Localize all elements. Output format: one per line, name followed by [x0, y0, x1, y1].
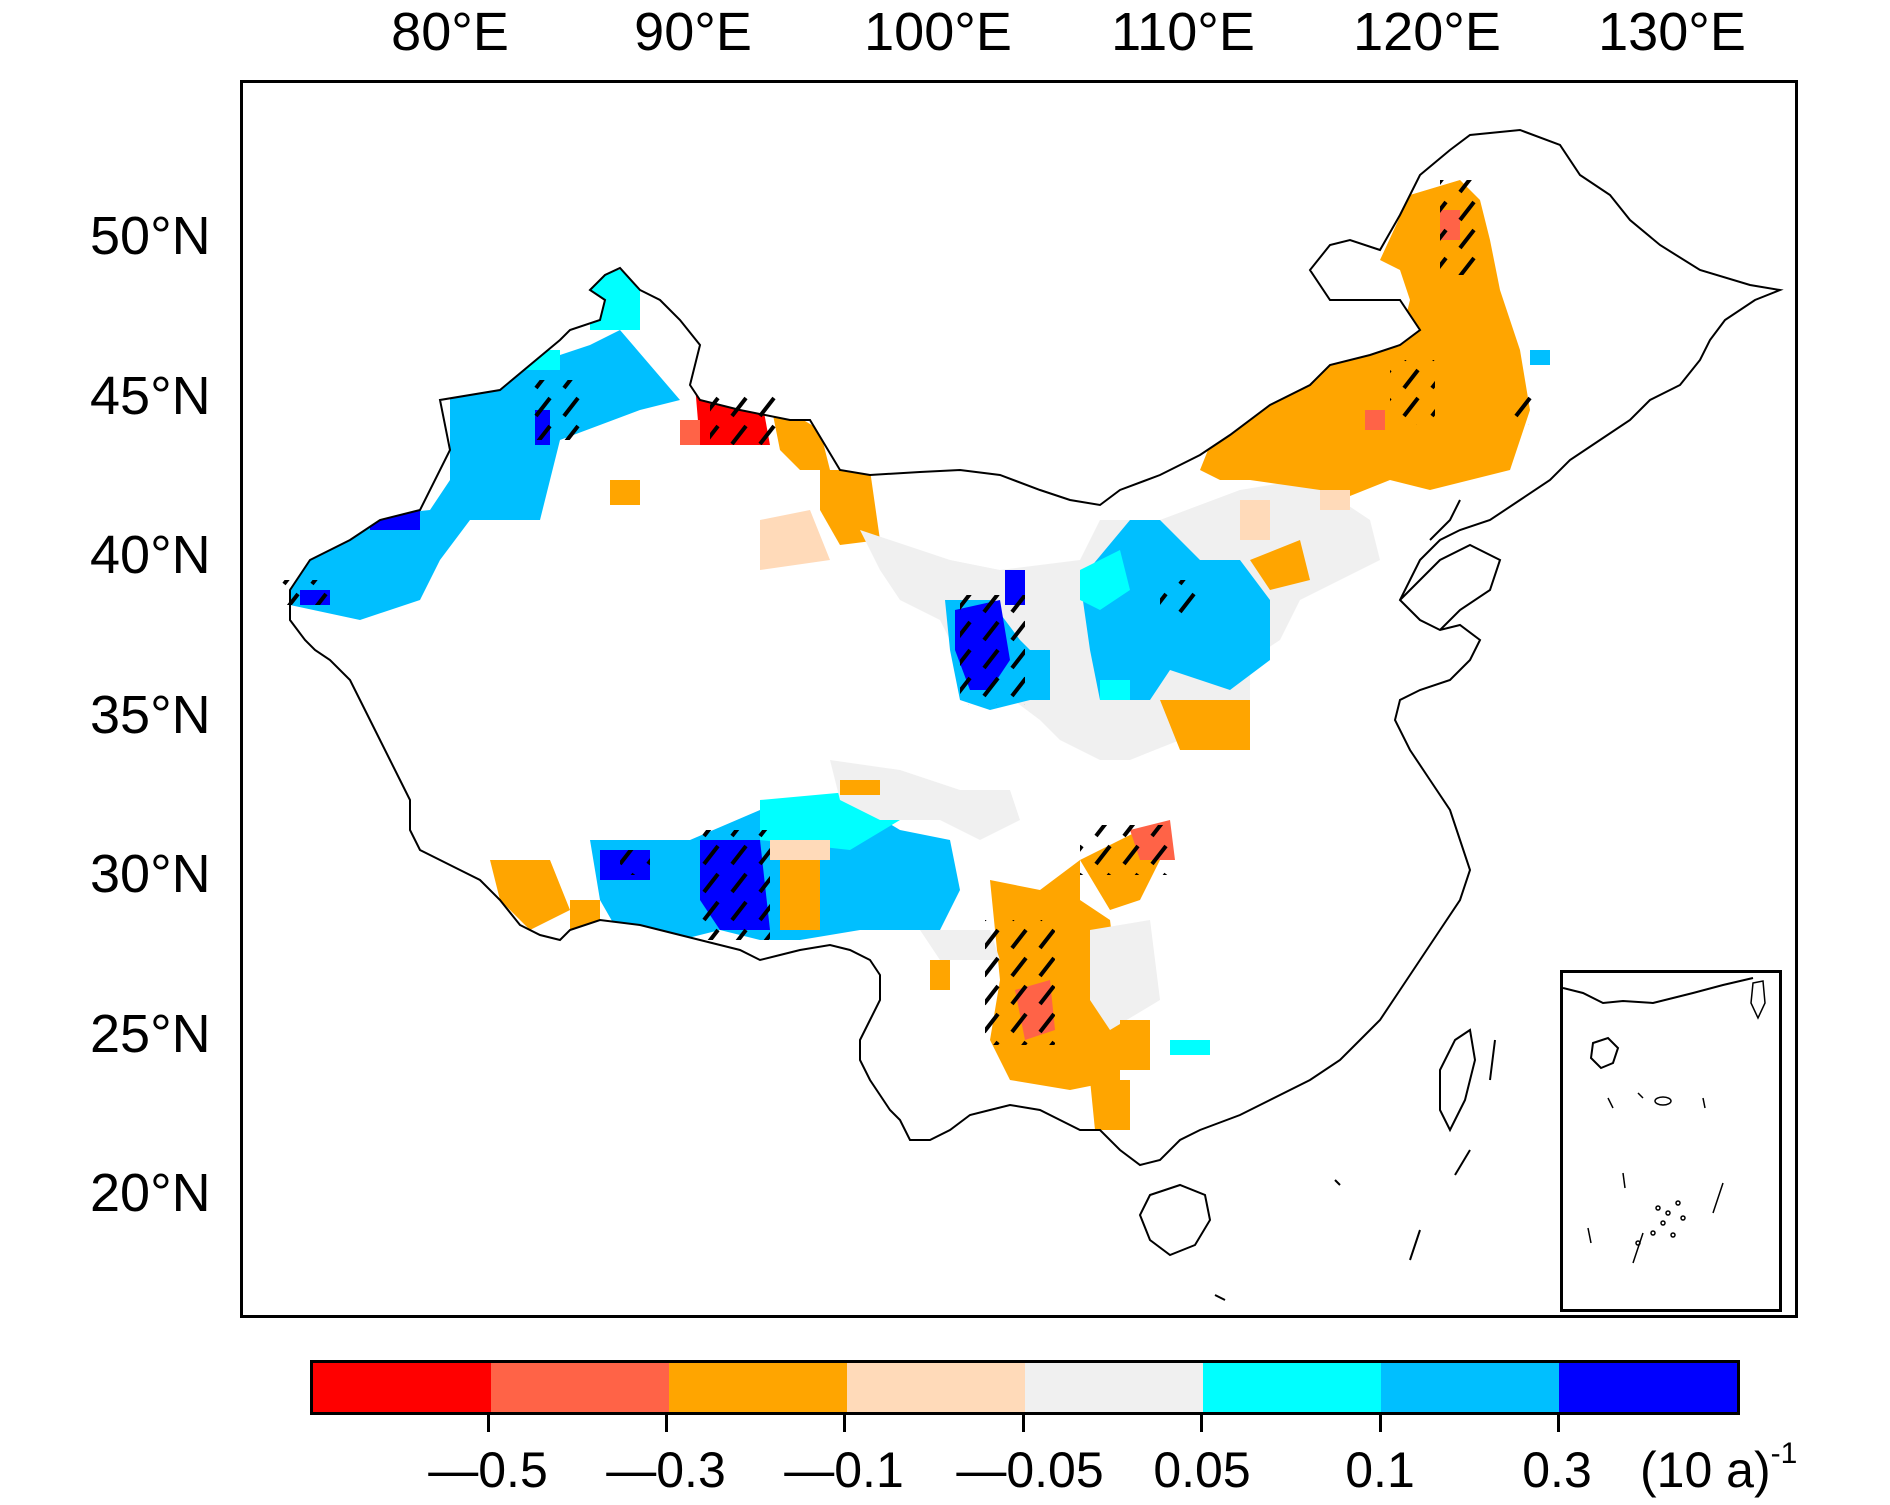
trend-patches: [290, 180, 1550, 1130]
patch-xinjiang-west-blue: [290, 330, 680, 620]
colorbar-segment-7: [1381, 1363, 1559, 1412]
colorbar-tick-1: [487, 1412, 490, 1432]
colorbar: [310, 1360, 1740, 1415]
lat-label-30n: 30°N: [90, 844, 211, 904]
patch-tibet-orange-south: [570, 900, 600, 935]
island-marks: [1214, 1039, 1496, 1301]
colorbar-label-neg-0-5: —0.5: [428, 1442, 548, 1498]
patch-xinjiang-cyan: [590, 270, 640, 330]
lon-label-80e: 80°E: [391, 2, 509, 62]
lon-label-120e: 120°E: [1353, 2, 1501, 62]
patch-peach-gansu: [760, 510, 830, 570]
patch-guizhou-grey: [1090, 920, 1160, 1030]
patch-salmon-north-xinjiang: [680, 420, 700, 445]
hatch-qinghai: [960, 595, 1025, 705]
patch-tibet-orange-mid: [780, 860, 820, 930]
lon-label-100e: 100°E: [864, 2, 1012, 62]
colorbar-tick-5: [1200, 1412, 1203, 1432]
lon-label-110e: 110°E: [1111, 2, 1255, 62]
patch-northeast-orange: [1200, 180, 1530, 500]
colorbar-tick-7: [1557, 1412, 1560, 1432]
hatch-northeast-3: [1505, 390, 1535, 425]
hatch-xinjiang-far-west: [280, 580, 330, 605]
lat-label-40n: 40°N: [90, 525, 211, 585]
inset-hainan: [1589, 1036, 1620, 1070]
patch-peach-shanxi: [1240, 500, 1270, 540]
colorbar-unit-base: (10 a): [1640, 1442, 1771, 1498]
lon-label-90e: 90°E: [634, 2, 752, 62]
patch-orange-hebei: [1250, 540, 1310, 590]
liaodong-peninsula: [1429, 499, 1461, 541]
patch-tibet-west-orange: [490, 860, 570, 930]
hatch-sichuan: [1080, 825, 1170, 875]
inset-taiwan: [1750, 980, 1766, 1020]
colorbar-segment-4: [847, 1363, 1025, 1412]
colorbar-tick-6: [1379, 1412, 1382, 1432]
patch-xinjiang-edge-cyan: [500, 350, 560, 370]
colorbar-label-0-05: 0.05: [1153, 1442, 1251, 1498]
south-china-sea-inset: [1560, 970, 1782, 1312]
hatch-northeast-2: [1390, 360, 1435, 425]
patch-qinghai-cyan: [1020, 650, 1050, 700]
china-boundary: [289, 128, 1784, 1167]
colorbar-label-neg-0-3: —0.3: [606, 1442, 726, 1498]
lat-label-35n: 35°N: [90, 685, 211, 745]
hatch-shaanxi: [1160, 580, 1205, 615]
lat-label-25n: 25°N: [90, 1004, 211, 1064]
colorbar-label-neg-0-1: —0.1: [784, 1442, 904, 1498]
colorbar-segment-8: [1559, 1363, 1737, 1412]
patch-northeast-cyan: [1530, 350, 1550, 365]
lat-label-50n: 50°N: [90, 206, 211, 266]
hatch-xinjiang-west: [530, 380, 580, 440]
colorbar-unit: (10 a)-1: [1640, 1439, 1797, 1498]
patch-sichuan-grey: [920, 930, 1000, 960]
lat-label-20n: 20°N: [90, 1163, 211, 1223]
patch-guangxi-cyan: [1170, 1040, 1210, 1055]
lon-label-130e: 130°E: [1598, 2, 1746, 62]
inset-svg: [1562, 977, 1766, 1264]
patch-shaanxi-cyan: [1080, 550, 1130, 610]
patch-guizhou-orange: [1120, 1020, 1150, 1070]
colorbar-segment-3: [669, 1363, 847, 1412]
shandong-peninsula: [1399, 543, 1502, 631]
patch-shaanxi-cyan-2: [1100, 680, 1130, 700]
map-frame: [240, 80, 1798, 1318]
colorbar-segment-5: [1025, 1363, 1203, 1412]
lat-label-45n: 45°N: [90, 366, 211, 426]
taiwan-island: [1439, 1028, 1477, 1133]
colorbar-tick-2: [665, 1412, 668, 1432]
patch-henan-orange: [1160, 700, 1250, 750]
colorbar-segment-6: [1203, 1363, 1381, 1412]
colorbar-tick-3: [843, 1412, 846, 1432]
patch-orange-small-xinjiang: [610, 480, 640, 505]
significance-hatching: [280, 180, 1535, 1045]
colorbar-tick-4: [1022, 1412, 1025, 1432]
patch-yunnan-orange-south: [1090, 1080, 1130, 1130]
colorbar-label-0-1: 0.1: [1345, 1442, 1415, 1498]
patch-tibet-peach: [770, 840, 830, 860]
hatch-yunnan: [985, 920, 1055, 1045]
colorbar-unit-exponent: -1: [1770, 1437, 1798, 1470]
patch-orange-plateau: [840, 780, 880, 795]
hatch-tibet-2: [620, 850, 650, 875]
hatch-northeast-1: [1440, 180, 1480, 275]
colorbar-label-neg-0-05: —0.05: [956, 1442, 1104, 1498]
patch-yunnan-orange-west: [930, 960, 950, 990]
inset-coastline: [1562, 977, 1754, 1005]
patch-northeast-peach: [1320, 490, 1350, 510]
inset-islands: [1587, 1092, 1724, 1264]
colorbar-label-0-3: 0.3: [1522, 1442, 1592, 1498]
patch-xinjiang-deep-blue-1: [370, 510, 420, 530]
patch-orange-gansu: [820, 470, 880, 545]
colorbar-segment-1: [313, 1363, 491, 1412]
hatch-north-xinjiang: [710, 390, 780, 445]
hatch-tibet: [700, 830, 770, 940]
patch-northeast-salmon-2: [1365, 410, 1385, 430]
colorbar-segment-2: [491, 1363, 669, 1412]
hainan-island: [1138, 1183, 1212, 1257]
